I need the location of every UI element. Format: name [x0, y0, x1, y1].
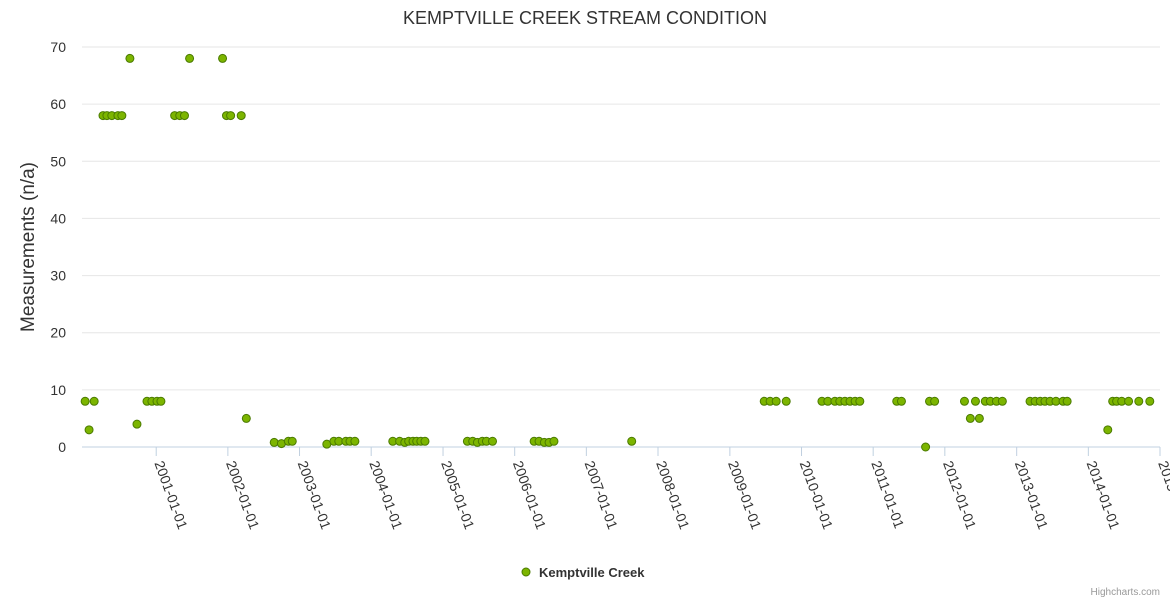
- y-tick-label: 40: [50, 210, 66, 226]
- data-point[interactable]: [1124, 396, 1134, 406]
- data-point[interactable]: [1103, 425, 1113, 435]
- y-tick-label: 30: [50, 268, 66, 284]
- data-point[interactable]: [771, 396, 781, 406]
- data-point[interactable]: [970, 396, 980, 406]
- data-point[interactable]: [1145, 396, 1155, 406]
- data-point[interactable]: [287, 436, 297, 446]
- y-tick-label: 10: [50, 382, 66, 398]
- data-point[interactable]: [80, 396, 90, 406]
- x-tick-label: 2001-01-01: [151, 459, 191, 532]
- x-tick-label: 2006-01-01: [510, 459, 550, 532]
- x-tick-label: 2005-01-01: [438, 459, 478, 532]
- y-tick-label: 70: [50, 39, 66, 55]
- y-tick-label: 0: [58, 439, 66, 455]
- data-point[interactable]: [226, 111, 236, 121]
- x-tick-label: 2007-01-01: [582, 459, 622, 532]
- y-tick-label: 20: [50, 325, 66, 341]
- credits-link[interactable]: Highcharts.com: [1091, 587, 1160, 598]
- x-axis-ticks: 2001-01-01 2002-01-01 2003-01-01 2004-01-01…: [151, 447, 1170, 532]
- data-point[interactable]: [959, 396, 969, 406]
- data-point[interactable]: [997, 396, 1007, 406]
- data-point[interactable]: [974, 413, 984, 423]
- data-point[interactable]: [965, 413, 975, 423]
- data-point[interactable]: [156, 396, 166, 406]
- legend-item-kemptville-creek[interactable]: Kemptville Creek: [539, 565, 645, 580]
- x-tick-label: 2013-01-01: [1012, 459, 1052, 532]
- x-tick-label: 2011-01-01: [868, 459, 907, 531]
- data-point[interactable]: [117, 111, 127, 121]
- data-point[interactable]: [185, 53, 195, 63]
- data-point[interactable]: [218, 53, 228, 63]
- legend[interactable]: Kemptville Creek: [521, 565, 645, 580]
- x-tick-label: 2010-01-01: [797, 459, 837, 532]
- data-point[interactable]: [236, 111, 246, 121]
- x-tick-label: 2003-01-01: [295, 459, 335, 532]
- data-point[interactable]: [179, 111, 189, 121]
- data-point[interactable]: [627, 436, 637, 446]
- data-point[interactable]: [132, 419, 142, 429]
- data-point[interactable]: [896, 396, 906, 406]
- data-point[interactable]: [350, 436, 360, 446]
- legend-marker-kemptville-creek[interactable]: [521, 567, 531, 577]
- y-axis-title: Measurements (n/a): [18, 162, 39, 332]
- grid-lines: [82, 46, 1160, 391]
- x-tick-label: 2009-01-01: [725, 459, 765, 532]
- data-point[interactable]: [921, 442, 931, 452]
- data-point[interactable]: [781, 396, 791, 406]
- data-point[interactable]: [488, 436, 498, 446]
- y-tick-label: 60: [50, 96, 66, 112]
- data-point[interactable]: [269, 437, 279, 447]
- x-tick-label: 2015-01-01: [1155, 459, 1170, 532]
- y-axis-ticks: 0 10 20 30 40 50 60 70: [50, 39, 66, 455]
- data-point[interactable]: [855, 396, 865, 406]
- data-point[interactable]: [89, 396, 99, 406]
- data-point[interactable]: [420, 436, 430, 446]
- chart-title: KEMPTVILLE CREEK STREAM CONDITION: [403, 8, 767, 28]
- x-tick-label: 2004-01-01: [366, 459, 406, 532]
- x-tick-label: 2008-01-01: [653, 459, 693, 532]
- y-tick-label: 50: [50, 153, 66, 169]
- data-point[interactable]: [930, 396, 940, 406]
- data-point[interactable]: [549, 436, 559, 446]
- series-points[interactable]: [80, 53, 1155, 452]
- data-point[interactable]: [125, 53, 135, 63]
- data-point[interactable]: [1062, 396, 1072, 406]
- data-point[interactable]: [84, 425, 94, 435]
- x-tick-label: 2014-01-01: [1084, 459, 1124, 532]
- x-tick-label: 2002-01-01: [223, 459, 263, 532]
- data-point[interactable]: [1134, 396, 1144, 406]
- x-tick-label: 2012-01-01: [940, 459, 980, 532]
- data-point[interactable]: [241, 413, 251, 423]
